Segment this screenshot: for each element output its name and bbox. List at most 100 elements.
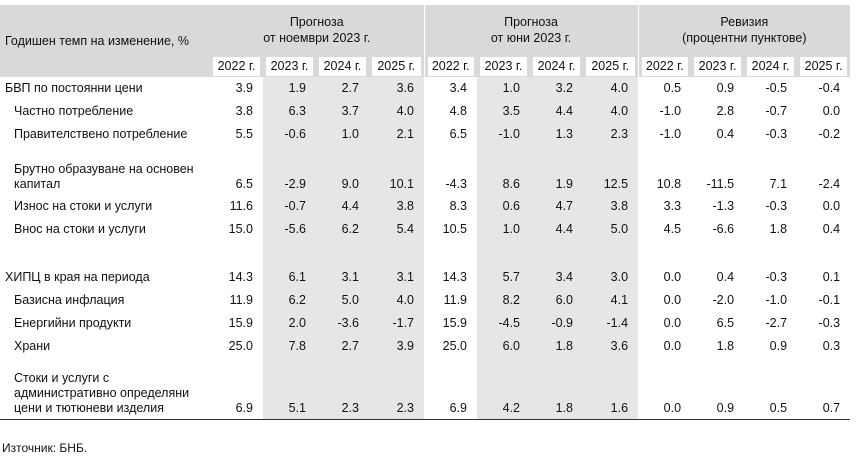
cell-nov: 3.8: [369, 195, 424, 218]
cell-rev: 0.0: [663, 316, 682, 330]
year-header: 2024 г.: [744, 55, 798, 77]
table-row: Храни 25.0 7.8 2.7 3.9 25.0 6.0 1.8 3.6 0.0 1.8 0.9…: [0, 335, 850, 358]
cell-jun: -1.0: [477, 123, 530, 146]
cell-jun: 4.1: [583, 289, 639, 312]
row-label: Правителствено потребление: [14, 127, 188, 141]
cell-rev: -1.0: [659, 104, 682, 118]
header-group-nov-line1: Прогноза: [289, 15, 344, 29]
spacer-cell: [263, 241, 316, 266]
cell-jun: 4.0: [583, 77, 639, 100]
row-label-line: административно определяни: [14, 386, 190, 400]
header-row-groups: Годишен темп на изменение, % Прогноза от…: [0, 5, 851, 77]
header-group-jun-line2: от юни 2023 г.: [490, 31, 572, 45]
table-row: Брутно образуване на основен капитал 6.5 -2…: [0, 146, 850, 195]
cell-rev: 0.0: [663, 293, 682, 307]
cell-nov: 3.6: [369, 77, 424, 100]
cell-nov: 11.6: [229, 199, 253, 213]
cell-rev: 0.0: [663, 270, 682, 284]
header-group-jun-line1: Прогноза: [504, 15, 558, 29]
year-header: 2022 г.: [637, 55, 692, 77]
cell-jun: 1.8: [530, 335, 583, 358]
cell-nov: 4.0: [369, 289, 424, 312]
year-header: 2024 г.: [530, 55, 583, 77]
cell-nov: 11.9: [229, 293, 253, 307]
cell-jun: 3.0: [583, 266, 639, 289]
cell-jun: -0.9: [530, 312, 583, 335]
cell-jun: -1.4: [583, 312, 639, 335]
table-row: Базисна инфлация 11.9 6.2 5.0 4.0 11.9 8.2 6.0 4…: [0, 289, 850, 312]
cell-rev: 0.4: [716, 270, 735, 284]
cell-jun: 1.6: [583, 358, 639, 420]
cell-nov: 3.7: [316, 100, 369, 123]
cell-nov: 5.4: [369, 218, 424, 241]
spacer-cell: [424, 241, 477, 266]
row-label: Износ на стоки и услуги: [14, 199, 153, 213]
table-body: БВП по постоянни цени 3.9 1.9 2.7 3.6 3.4 1.0 3…: [0, 77, 851, 420]
cell-nov: 15.0: [228, 222, 253, 236]
source-note: Източник: БНБ.: [2, 441, 88, 455]
cell-nov: 6.5: [235, 177, 253, 191]
cell-jun: 1.9: [530, 146, 583, 195]
cell-rev: 0.4: [716, 127, 735, 141]
cell-rev: 1.8: [769, 222, 788, 236]
year-header: 2023 г.: [691, 55, 745, 77]
cell-jun: 2.3: [583, 123, 639, 146]
spacer-row: [0, 241, 850, 266]
cell-rev: 0.0: [822, 199, 841, 213]
spacer-cell: [477, 241, 530, 266]
cell-nov: 2.1: [369, 123, 424, 146]
spacer-cell: [210, 241, 263, 266]
cell-rev: -6.6: [712, 222, 735, 236]
year-header: 2025 г.: [369, 55, 424, 77]
cell-jun: 8.2: [477, 289, 530, 312]
cell-jun: 1.0: [477, 218, 530, 241]
row-label: Брутно образуване на основен капитал: [0, 146, 210, 195]
row-label: Базисна инфлация: [14, 293, 125, 307]
cell-rev: 0.7: [797, 358, 851, 420]
header-first-col: Годишен темп на изменение, %: [0, 5, 210, 77]
cell-jun: 25.0: [442, 339, 467, 353]
cell-nov: 3.9: [369, 335, 424, 358]
header-group-rev-line1: Ревизия: [720, 15, 769, 29]
cell-rev: -2.7: [765, 316, 788, 330]
cell-rev: 0.5: [663, 81, 682, 95]
spacer-cell: [797, 241, 850, 266]
cell-nov: 7.8: [263, 335, 316, 358]
cell-rev: 4.5: [663, 222, 682, 236]
cell-rev: -0.3: [818, 316, 841, 330]
year-header: 2022 г.: [210, 55, 263, 77]
cell-rev: -0.3: [765, 270, 788, 284]
table-row: ХИПЦ в края на периода 14.3 6.1 3.1 3.1 14.3 5…: [0, 266, 850, 289]
cell-nov: 1.9: [263, 77, 316, 100]
cell-nov: 3.1: [316, 266, 369, 289]
cell-nov: 3.1: [369, 266, 424, 289]
cell-jun: 8.3: [449, 199, 467, 213]
cell-rev: 7.1: [769, 177, 788, 191]
cell-rev: -0.5: [765, 81, 788, 95]
cell-jun: 6.5: [449, 127, 467, 141]
cell-jun: 3.4: [449, 81, 467, 95]
year-header: 2022 г.: [423, 55, 477, 77]
cell-rev: 6.5: [716, 316, 735, 330]
cell-jun: 4.7: [530, 195, 583, 218]
cell-nov: 2.7: [316, 77, 369, 100]
year-header: 2023 г.: [263, 55, 316, 77]
cell-rev: 0.5: [744, 358, 798, 420]
cell-nov: 5.1: [263, 358, 316, 420]
cell-rev: 0.9: [769, 339, 788, 353]
spacer-cell: [583, 241, 639, 266]
table-row: Енергийни продукти 15.9 2.0 -3.6 -1.7 15.9 -4.…: [0, 312, 850, 335]
cell-nov: 2.3: [316, 358, 369, 420]
cell-jun: 3.5: [477, 100, 530, 123]
cell-rev: -0.7: [765, 104, 788, 118]
cell-rev: -0.4: [818, 81, 841, 95]
cell-jun: 10.5: [442, 222, 467, 236]
cell-jun: 8.6: [477, 146, 530, 195]
row-label: Енергийни продукти: [14, 316, 132, 330]
row-label-line: Стоки и услуги с: [14, 371, 110, 385]
cell-jun: 12.5: [583, 146, 639, 195]
cell-nov: 5.5: [235, 127, 253, 141]
cell-rev: -0.3: [765, 127, 788, 141]
cell-rev: 3.3: [663, 199, 682, 213]
